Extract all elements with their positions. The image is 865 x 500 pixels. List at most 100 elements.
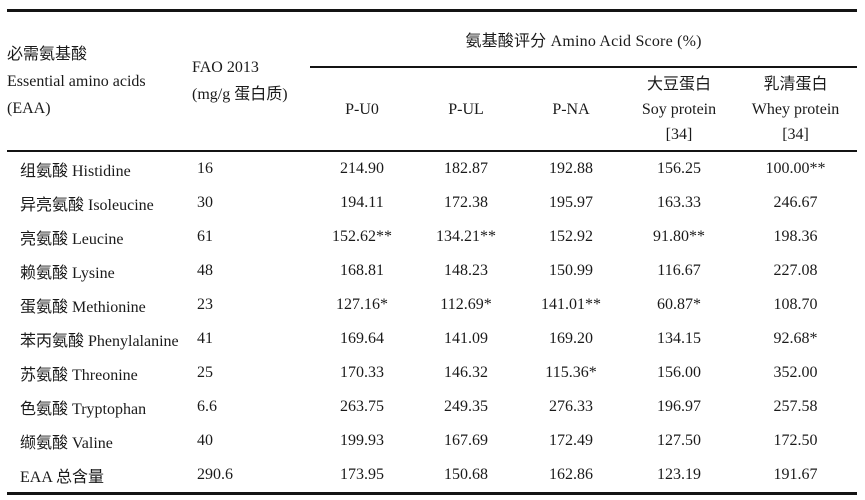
score-cell: 214.90 <box>340 160 384 177</box>
column-header-p-na: P-NA <box>518 67 624 152</box>
score-cell: 91.80** <box>653 228 705 245</box>
eaa-name-cell: 色氨酸 Tryptophan <box>20 401 147 418</box>
score-cell: 182.87 <box>444 160 488 177</box>
score-cell: 194.11 <box>340 194 384 211</box>
score-cell: 156.25 <box>657 160 701 177</box>
fao-value-cell: 290.6 <box>197 466 233 483</box>
score-cell: 167.69 <box>444 432 488 449</box>
header-row-subcolumns: P-U0 P-UL P-NA 大豆蛋白 Soy protein [34] 乳清蛋… <box>7 67 858 152</box>
score-cell: 152.62** <box>332 228 392 245</box>
score-cell: 60.87* <box>657 296 701 313</box>
score-cell: 257.58 <box>773 398 818 415</box>
score-cell: 169.64 <box>340 330 384 347</box>
eaa-name-cell: 苯丙氨酸 Phenylalanine <box>20 333 179 350</box>
score-cell: 192.88 <box>549 160 593 177</box>
score-cell: 163.33 <box>657 194 701 211</box>
header-row-group: 必需氨基酸 Essential amino acids (EAA) FAO 20… <box>7 10 858 152</box>
eaa-name-cell: 异亮氨酸 Isoleucine <box>20 197 154 214</box>
table-body: 组氨酸 Histidine 16 214.90 182.87 192.88 15… <box>7 151 857 494</box>
eaa-header-line-zh: 必需氨基酸 <box>7 45 88 63</box>
score-cell: 108.70 <box>773 296 818 313</box>
score-cell: 127.50 <box>657 432 701 449</box>
whey-header-citation: [34] <box>782 125 809 143</box>
score-cell: 141.01** <box>541 296 601 313</box>
score-cell: 162.86 <box>549 466 593 483</box>
column-header-whey-protein: 乳清蛋白 Whey protein [34] <box>734 67 858 152</box>
fao-value-cell: 30 <box>197 194 213 211</box>
fao-header-line-1: FAO 2013 <box>192 59 259 76</box>
fao-column-header: FAO 2013 (mg/g 蛋白质) <box>192 10 310 152</box>
soy-header-citation: [34] <box>665 125 693 143</box>
score-cell: 141.09 <box>444 330 488 347</box>
score-cell: 150.99 <box>549 262 593 279</box>
score-cell: 195.97 <box>549 194 593 211</box>
fao-value-cell: 25 <box>197 364 213 381</box>
fao-value-cell: 48 <box>197 262 213 279</box>
score-cell: 249.35 <box>444 398 488 415</box>
amino-acid-score-table: 必需氨基酸 Essential amino acids (EAA) FAO 20… <box>7 9 858 495</box>
score-cell: 112.69* <box>440 296 492 313</box>
eaa-name-cell: 赖氨酸 Lysine <box>20 265 115 282</box>
score-cell: 198.36 <box>773 228 818 245</box>
column-header-p-u0: P-U0 <box>310 67 414 152</box>
soy-header-line-zh: 大豆蛋白 <box>646 75 711 93</box>
fao-value-cell: 41 <box>197 330 213 347</box>
score-cell: 199.93 <box>340 432 384 449</box>
whey-header-line-en: Whey protein <box>751 100 840 118</box>
table-row: 亮氨酸 Leucine 61 152.62** 134.21** 152.92 … <box>7 220 857 254</box>
eaa-header-line-en: Essential amino acids <box>7 72 146 90</box>
score-cell: 152.92 <box>549 228 593 245</box>
amino-acid-score-group-header: 氨基酸评分 Amino Acid Score (%) <box>310 10 858 68</box>
table-row: 缬氨酸 Valine 40 199.93 167.69 172.49 127.5… <box>7 424 857 458</box>
table-row: 蛋氨酸 Methionine 23 127.16* 112.69* 141.01… <box>7 288 857 322</box>
fao-value-cell: 6.6 <box>197 398 217 415</box>
table-row: 色氨酸 Tryptophan 6.6 263.75 249.35 276.33 … <box>7 390 857 424</box>
table-row: 苯丙氨酸 Phenylalanine 41 169.64 141.09 169.… <box>7 322 857 356</box>
score-cell: 276.33 <box>549 398 593 415</box>
score-cell: 169.20 <box>549 330 593 347</box>
eaa-name-cell: 蛋氨酸 Methionine <box>20 299 146 316</box>
score-cell: 123.19 <box>657 466 701 483</box>
score-cell: 156.00 <box>657 364 701 381</box>
eaa-column-header: 必需氨基酸 Essential amino acids (EAA) <box>7 10 192 152</box>
score-cell: 263.75 <box>340 398 384 415</box>
eaa-name-cell: 苏氨酸 Threonine <box>20 367 138 384</box>
fao-value-cell: 61 <box>197 228 213 245</box>
score-cell: 196.97 <box>657 398 701 415</box>
fao-header-line-2: (mg/g 蛋白质) <box>192 86 288 103</box>
score-cell: 150.68 <box>444 466 488 483</box>
table-row: 苏氨酸 Threonine 25 170.33 146.32 115.36* 1… <box>7 356 857 390</box>
eaa-name-cell: 亮氨酸 Leucine <box>20 231 124 248</box>
eaa-header-line-abbr: (EAA) <box>7 99 51 117</box>
table-row: 组氨酸 Histidine 16 214.90 182.87 192.88 15… <box>7 151 857 186</box>
score-cell: 134.15 <box>657 330 701 347</box>
score-cell: 172.50 <box>773 432 818 449</box>
fao-value-cell: 16 <box>197 160 213 177</box>
score-cell: 172.49 <box>549 432 593 449</box>
score-cell: 191.67 <box>773 466 818 483</box>
score-cell: 115.36* <box>545 364 597 381</box>
score-cell: 146.32 <box>444 364 488 381</box>
score-cell: 170.33 <box>340 364 384 381</box>
score-cell: 227.08 <box>773 262 818 279</box>
table-row-eaa-total: EAA 总含量 290.6 173.95 150.68 162.86 123.1… <box>7 458 857 494</box>
score-cell: 127.16* <box>336 296 388 313</box>
whey-header-line-zh: 乳清蛋白 <box>763 75 828 93</box>
score-cell: 100.00** <box>765 160 826 177</box>
eaa-name-cell: 缬氨酸 Valine <box>20 435 113 452</box>
score-cell: 148.23 <box>444 262 488 279</box>
score-cell: 172.38 <box>444 194 488 211</box>
score-cell: 173.95 <box>340 466 384 483</box>
score-cell: 168.81 <box>340 262 384 279</box>
score-cell: 352.00 <box>773 364 818 381</box>
table-row: 赖氨酸 Lysine 48 168.81 148.23 150.99 116.6… <box>7 254 857 288</box>
soy-header-line-en: Soy protein <box>641 100 717 118</box>
score-cell: 134.21** <box>436 228 496 245</box>
fao-value-cell: 23 <box>197 296 213 313</box>
score-cell: 92.68* <box>773 330 818 347</box>
score-cell: 246.67 <box>773 194 818 211</box>
column-header-p-ul: P-UL <box>414 67 518 152</box>
eaa-name-cell: 组氨酸 Histidine <box>20 163 131 180</box>
score-cell: 116.67 <box>657 262 701 279</box>
